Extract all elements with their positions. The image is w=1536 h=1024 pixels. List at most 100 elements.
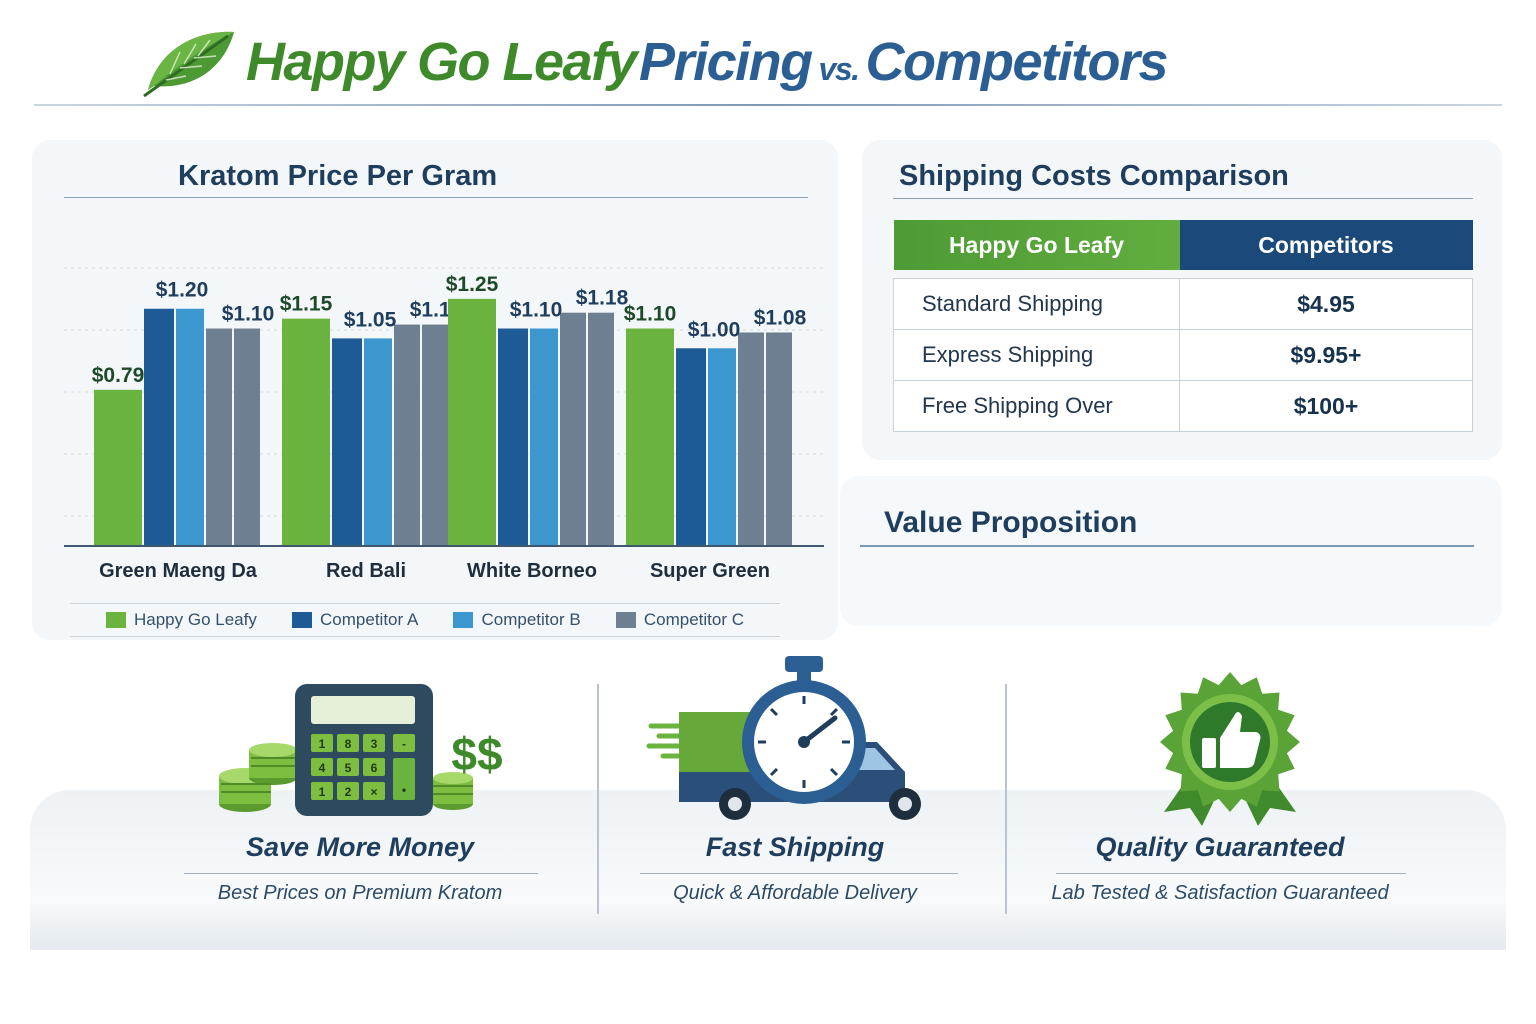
calculator-key-label: • (402, 783, 406, 797)
title-brand: Happy Go Leafy (246, 32, 638, 92)
data-label: $1.05 (344, 308, 397, 331)
data-label: $0.79 (92, 364, 145, 387)
calculator-key (363, 758, 385, 776)
calculator-key (337, 782, 359, 800)
table-row: Express Shipping $9.95+ (893, 329, 1473, 381)
row-label: Standard Shipping (893, 278, 1180, 330)
legend-item-competitor-c: Competitor C (615, 610, 744, 630)
legend-label: Competitor B (481, 610, 581, 629)
bar-competitor-c (234, 328, 260, 546)
bar-happy-go-leafy (448, 298, 496, 546)
bar-happy-go-leafy (626, 328, 674, 546)
calculator-key (311, 758, 333, 776)
value-proposition-title: Value Proposition (884, 506, 1138, 539)
bar-competitor-c (588, 312, 614, 546)
calculator-key (337, 734, 359, 752)
bar-competitor-c (394, 324, 420, 546)
calculator-key-label: 1 (319, 737, 326, 751)
chart-title: Kratom Price Per Gram (178, 160, 498, 192)
legend-item-happy-go-leafy: Happy Go Leafy (106, 610, 257, 630)
category-label: Super Green (650, 560, 770, 582)
calculator-key (337, 758, 359, 776)
data-label: $1.10 (624, 303, 677, 326)
price-bar-chart: $0.79 $1.20 $1.10 Green Maeng Da $1.15 $1.05 $… (64, 267, 824, 582)
bar-competitor-b (708, 348, 736, 546)
bar-competitor-a (498, 328, 528, 546)
data-label: $1.25 (446, 273, 499, 296)
bar-competitor-a (676, 348, 706, 546)
coin-stack-icon (219, 743, 297, 812)
row-label: Express Shipping (893, 329, 1180, 381)
bar-competitor-c (766, 332, 792, 546)
calculator-key-label: 4 (319, 761, 326, 775)
data-label: $1.10 (222, 303, 275, 326)
title-vs: vs. (818, 51, 860, 87)
feature-divider (184, 873, 538, 874)
legend-item-competitor-a: Competitor A (292, 610, 418, 630)
legend-label: Happy Go Leafy (134, 610, 257, 629)
stopwatch-truck-icon (646, 656, 921, 820)
calculator-key-label: - (402, 737, 406, 751)
shipping-table: Happy Go Leafy Competitors Standard Ship… (893, 220, 1473, 432)
calculator-key-label: 8 (345, 737, 352, 751)
legend-swatch (615, 612, 636, 628)
feature-separator (1005, 684, 1007, 914)
title-competitors: Competitors (865, 32, 1168, 92)
data-label: $1.18 (576, 287, 629, 310)
calculator-key (393, 734, 415, 752)
bar-competitor-b (364, 338, 392, 546)
bar-competitor-c (422, 324, 448, 546)
calculator-key-label: × (370, 785, 377, 799)
feature-divider (640, 873, 958, 874)
dollar-sign-icon: $$ (451, 728, 502, 780)
calculator-key (363, 782, 385, 800)
calculator-key-label: 3 (371, 737, 378, 751)
bar-competitor-a (144, 308, 174, 546)
calculator-key-label: 5 (345, 761, 352, 775)
thumbs-up-badge-icon (1160, 672, 1300, 826)
table-header-competitors: Competitors (1179, 220, 1473, 270)
feature-subtitle: Lab Tested & Satisfaction Guaranteed (1051, 882, 1389, 904)
feature-title: Fast Shipping (705, 832, 885, 862)
feature-separator (597, 684, 599, 914)
calculator-money-icon: 1 8 3 - 4 5 6 1 2 × • $$ (219, 684, 503, 816)
bar-competitor-c (560, 312, 586, 546)
feature-title: Save More Money (245, 832, 475, 862)
category-label: Red Bali (326, 560, 406, 582)
bar-happy-go-leafy (282, 318, 330, 546)
row-value: $4.95 (1179, 278, 1473, 330)
bar-competitor-b (530, 328, 558, 546)
value-proposition-divider (860, 545, 1474, 547)
legend-swatch (292, 612, 313, 628)
title-pricing: Pricing (639, 32, 813, 92)
page-title: Happy Go Leafy Pricing vs. Competitors (246, 26, 1168, 98)
legend-item-competitor-b: Competitor B (453, 610, 581, 630)
calculator-key-label: 6 (371, 761, 378, 775)
table-header-happy-go-leafy: Happy Go Leafy (893, 220, 1180, 270)
bar-competitor-b (176, 308, 204, 546)
data-label: $1.20 (156, 279, 209, 302)
legend-label: Competitor C (643, 610, 744, 629)
bar-competitor-a (332, 338, 362, 546)
leaf-icon (143, 31, 234, 98)
calculator-key (311, 782, 333, 800)
shipping-title-divider (893, 198, 1473, 199)
calculator-key-label: 1 (319, 785, 326, 799)
header-divider (34, 104, 1502, 106)
row-label: Free Shipping Over (893, 380, 1180, 432)
row-value: $9.95+ (1179, 329, 1473, 381)
category-label: Green Maeng Da (99, 560, 258, 582)
category-label: White Borneo (467, 560, 597, 582)
legend-swatch (453, 612, 474, 628)
data-label: $1.10 (510, 299, 563, 322)
table-row: Standard Shipping $4.95 (893, 278, 1473, 330)
bar-competitor-c (206, 328, 232, 546)
bar-competitor-c (738, 332, 764, 546)
bar-happy-go-leafy (94, 389, 142, 546)
calculator-key (363, 734, 385, 752)
table-row: Free Shipping Over $100+ (893, 380, 1473, 432)
data-label: $1.00 (688, 318, 741, 341)
feature-title: Quality Guaranteed (1095, 832, 1345, 862)
feature-divider (1056, 873, 1406, 874)
row-value: $100+ (1179, 380, 1473, 432)
